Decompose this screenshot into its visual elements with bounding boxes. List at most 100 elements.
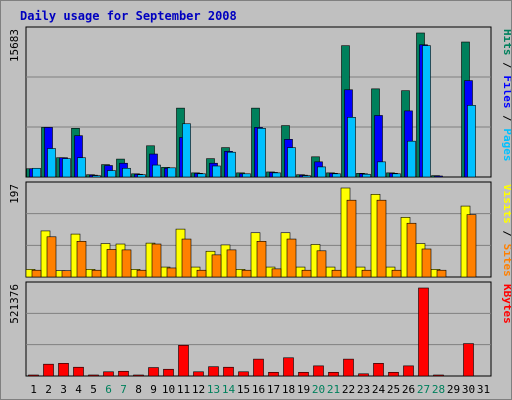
bar-sites-day-2 [46,236,57,278]
bar-kbytes-day-15 [238,371,249,377]
x-tick-label-day-16: 16 [252,383,265,396]
x-tick-label-day-27: 27 [417,383,430,396]
bar-pages-day-20 [317,166,326,178]
bar-sites-day-10 [166,267,177,278]
bar-kbytes-day-18 [283,357,294,377]
bar-kbytes-day-25 [388,371,399,377]
bar-kbytes-day-20 [313,365,324,377]
bar-sites-day-23 [361,269,372,278]
ymax-label-3: 521376 [8,284,21,324]
bar-kbytes-day-17 [268,371,279,377]
legend-segment-2-2: Sites [501,244,511,277]
bar-sites-day-15 [241,269,252,278]
x-tick-label-day-22: 22 [342,383,355,396]
bar-kbytes-day-22 [343,358,354,377]
legend-segment-1-1: / [501,56,511,76]
legend-segment-1-4: Pages [501,128,511,161]
bar-kbytes-day-5 [88,374,99,377]
bar-pages-day-5 [92,175,101,178]
bar-kbytes-day-3 [58,363,69,377]
legend-segment-2-1: / [501,224,511,244]
bar-kbytes-day-16 [253,358,264,377]
bar-sites-day-8 [136,269,147,278]
x-tick-label-day-14: 14 [222,383,236,396]
bar-pages-day-15 [242,173,251,178]
bar-kbytes-day-9 [148,367,159,377]
bar-kbytes-day-11 [178,344,189,377]
bar-kbytes-day-24 [373,363,384,377]
bar-pages-day-12 [197,173,206,178]
bar-pages-day-17 [272,172,281,178]
bar-pages-day-4 [77,157,86,178]
bar-pages-day-3 [62,158,71,178]
x-tick-label-day-6: 6 [105,383,112,396]
x-tick-label-day-23: 23 [357,383,370,396]
bar-sites-day-12 [196,269,207,278]
x-tick-label-day-18: 18 [282,383,295,396]
x-tick-label-day-20: 20 [312,383,325,396]
x-tick-label-day-7: 7 [120,383,127,396]
legend-3: KBytes [501,284,511,324]
legend-segment-1-2: Files [501,75,511,108]
bar-pages-day-7 [122,167,131,178]
bar-pages-day-22 [347,117,356,178]
bar-pages-day-21 [332,173,341,178]
bar-kbytes-day-26 [403,365,414,377]
legend-segment-1-3: / [501,109,511,129]
bar-pages-day-30 [467,105,476,178]
legend-2: Visits / Sites [501,184,511,277]
x-tick-label-day-9: 9 [150,383,157,396]
x-tick-label-day-21: 21 [327,383,340,396]
bar-sites-day-28 [436,269,447,278]
bar-pages-day-2 [47,148,56,178]
bar-pages-day-24 [377,161,386,178]
x-tick-label-day-13: 13 [207,383,220,396]
bar-kbytes-day-4 [73,366,84,377]
x-tick-label-day-15: 15 [237,383,250,396]
x-tick-label-day-2: 2 [45,383,52,396]
bar-pages-day-6 [107,170,116,178]
x-tick-label-day-30: 30 [462,383,475,396]
bar-sites-day-9 [151,243,162,278]
bar-kbytes-day-6 [103,371,114,377]
bar-sites-day-24 [376,199,387,278]
bar-sites-day-1 [31,269,42,278]
legend-segment-3-0: KBytes [501,284,511,324]
x-tick-label-day-5: 5 [90,383,97,396]
bar-pages-day-13 [212,165,221,178]
bar-sites-day-17 [271,268,282,278]
x-tick-label-day-3: 3 [60,383,67,396]
bar-pages-day-19 [302,175,311,178]
x-tick-label-day-28: 28 [432,383,445,396]
bar-sites-day-13 [211,254,222,278]
bar-kbytes-day-8 [133,374,144,377]
bar-pages-day-16 [257,128,266,178]
x-tick-label-day-12: 12 [192,383,205,396]
bar-sites-day-27 [421,248,432,278]
x-tick-label-day-10: 10 [162,383,175,396]
x-tick-label-day-29: 29 [447,383,460,396]
bar-kbytes-day-21 [328,371,339,377]
bar-kbytes-day-1 [28,374,39,377]
bar-kbytes-day-13 [208,366,219,377]
bar-sites-day-3 [61,270,72,278]
bar-sites-day-11 [181,238,192,278]
bar-kbytes-day-7 [118,370,129,377]
bar-kbytes-day-23 [358,373,369,377]
x-tick-label-day-11: 11 [177,383,190,396]
bar-pages-day-10 [167,167,176,178]
legend-segment-1-0: Hits [501,29,511,56]
x-tick-label-day-8: 8 [135,383,142,396]
x-tick-label-day-4: 4 [75,383,82,396]
bar-pages-day-8 [137,174,146,178]
bar-sites-day-30 [466,214,477,278]
bar-sites-day-14 [226,249,237,278]
bar-sites-day-25 [391,269,402,278]
x-tick-label-day-24: 24 [372,383,386,396]
ymax-label-2: 197 [8,184,21,204]
bar-pages-day-25 [392,173,401,178]
x-tick-label-day-17: 17 [267,383,280,396]
bar-sites-day-16 [256,241,267,278]
